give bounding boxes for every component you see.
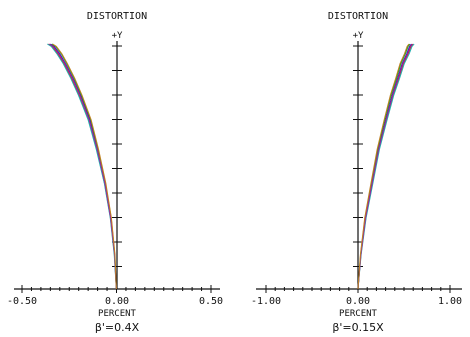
x-axis-label: PERCENT [339, 309, 378, 319]
distortion-curve-3 [51, 43, 117, 290]
distortion-curve-6 [357, 43, 410, 290]
y-axis-label: +Y [112, 31, 123, 41]
x-tick-label: 0.00 [105, 296, 129, 307]
x-axis-label: PERCENT [98, 309, 137, 319]
distortion-panel-right: DISTORTION +Y -1.00 0.00 1.00 PERCENT β'… [251, 11, 462, 334]
y-ticks [353, 45, 363, 267]
chart-title: DISTORTION [328, 11, 388, 22]
y-ticks [112, 45, 122, 267]
x-tick-label: 0.50 [199, 296, 223, 307]
y-axis-label: +Y [353, 31, 364, 41]
x-tick-label: 1.00 [438, 296, 462, 307]
distortion-curve-3 [357, 43, 411, 290]
distortion-panel-left: DISTORTION +Y -0.50 0.00 0.50 PERCENT β'… [7, 11, 223, 334]
x-tick-label: 0.00 [346, 296, 370, 307]
distortion-curve-1 [357, 43, 412, 290]
distortion-curve-1 [50, 43, 117, 290]
distortion-curves [47, 43, 117, 290]
distortion-curve-5 [48, 43, 117, 290]
x-tick-label: -0.50 [7, 296, 37, 307]
distortion-curve-2 [48, 43, 117, 290]
distortion-curve-2 [357, 43, 414, 290]
magnification-caption: β'=0.15X [332, 321, 384, 334]
distortion-curves [357, 43, 415, 290]
x-ticks [21, 285, 212, 293]
x-ticks [265, 285, 451, 293]
distortion-curve-5 [357, 43, 413, 290]
distortion-curve-6 [52, 43, 117, 290]
chart-title: DISTORTION [87, 11, 147, 22]
distortion-curve-4 [47, 43, 117, 290]
magnification-caption: β'=0.4X [95, 321, 140, 334]
distortion-curve-4 [357, 43, 415, 290]
x-tick-label: -1.00 [251, 296, 281, 307]
